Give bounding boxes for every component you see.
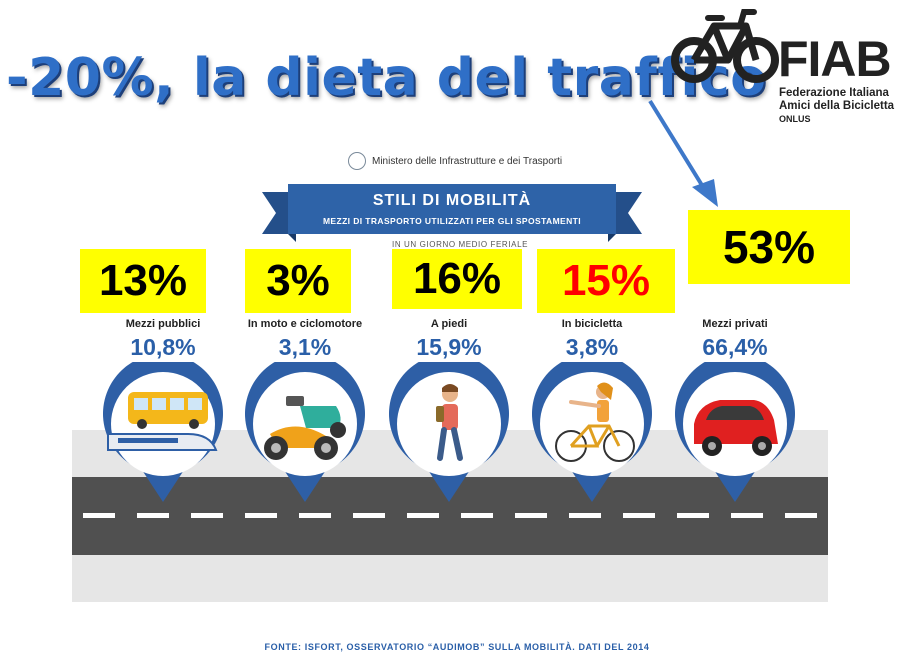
road-lane-markings: [72, 513, 828, 519]
bus-train-icon: [103, 362, 223, 502]
ministry-name: Ministero delle Infrastrutture e dei Tra…: [372, 155, 563, 167]
pedestrian-icon: [389, 362, 509, 502]
logo-line-2: Amici della Bicicletta: [779, 100, 895, 112]
arrow-icon: [648, 99, 718, 207]
logo-line-1: Federazione Italiana: [779, 87, 889, 99]
target-box-3: 16%: [392, 249, 522, 309]
motorcycle-scooter-icon: [245, 362, 365, 502]
logo-name: FIAB: [778, 31, 892, 87]
category-label-moto: In moto e ciclomotore: [247, 318, 363, 330]
category-value-public: 10,8%: [130, 334, 196, 360]
cyclist-icon: [532, 362, 652, 502]
ministry-header: Ministero delle Infrastrutture e dei Tra…: [348, 152, 562, 170]
category-value-moto: 3,1%: [278, 334, 332, 360]
category-value-walk: 15,9%: [416, 334, 482, 360]
logo-line-3: ONLUS: [779, 114, 811, 124]
source-footer: FONTE: ISFORT, OSSERVATORIO “AUDIMOB” SU…: [264, 642, 650, 652]
banner-note: IN UN GIORNO MEDIO FERIALE: [392, 240, 529, 249]
headline: -20%, la dieta del traffico: [6, 48, 767, 108]
category-label-public: Mezzi pubblici: [125, 318, 201, 330]
target-box-2: 3%: [245, 249, 351, 313]
banner-subtitle: MEZZI DI TRASPORTO UTILIZZATI PER GLI SP…: [322, 216, 582, 226]
category-label-private: Mezzi privati: [702, 318, 768, 330]
category-label-walk: A piedi: [430, 318, 468, 330]
category-label-bike: In bicicletta: [561, 318, 623, 330]
target-box-5: 53%: [688, 210, 850, 284]
category-value-private: 66,4%: [702, 334, 768, 360]
car-icon: [675, 362, 795, 502]
category-value-bike: 3,8%: [565, 334, 619, 360]
target-box-1: 13%: [80, 249, 206, 313]
banner-ribbon: [262, 184, 642, 242]
bicycle-icon: [671, 9, 779, 83]
banner-title: STILI DI MOBILITÀ: [372, 192, 532, 209]
target-box-4: 15%: [537, 249, 675, 313]
emblem-icon: [348, 152, 366, 170]
logo-subtitle: Federazione Italiana Amici della Bicicle…: [779, 87, 894, 126]
